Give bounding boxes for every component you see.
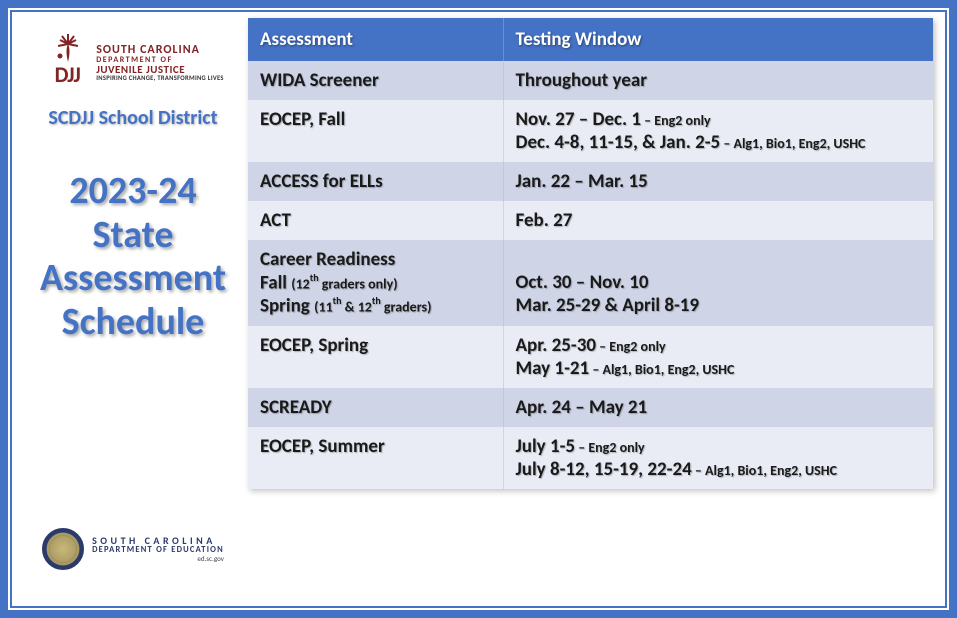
window-line: Oct. 30 – Nov. 10 bbox=[516, 271, 922, 294]
cell-window: Apr. 25-30 – Eng2 onlyMay 1-21 – Alg1, B… bbox=[503, 326, 933, 388]
cell-window: Throughout year bbox=[503, 61, 933, 100]
window-line: July 8-12, 15-19, 22-24 – Alg1, Bio1, En… bbox=[516, 458, 922, 481]
palmetto-icon: DJJ bbox=[42, 38, 92, 88]
title-line-3: Schedule bbox=[40, 301, 226, 345]
window-line: Mar. 25-29 & April 8-19 bbox=[516, 294, 922, 317]
table-row: EOCEP, Fall Nov. 27 – Dec. 1 – Eng2 onlyD… bbox=[248, 100, 933, 162]
table-row: EOCEP, Spring Apr. 25-30 – Eng2 onlyMay 1… bbox=[248, 326, 933, 388]
djj-tagline: INSPIRING CHANGE, TRANSFORMING LIVES bbox=[96, 75, 224, 82]
window-line: Feb. 27 bbox=[516, 209, 922, 232]
assessment-name-line: ACCESS for ELLs bbox=[260, 170, 491, 193]
district-label: SCDJJ School District bbox=[48, 106, 217, 130]
table-row: ACCESS for ELLs Jan. 22 – Mar. 15 bbox=[248, 162, 933, 201]
logo-doe: SOUTH CAROLINA DEPARTMENT OF EDUCATION e… bbox=[42, 528, 224, 570]
sidebar: DJJ SOUTH CAROLINA DEPARTMENT OF JUVENIL… bbox=[18, 18, 248, 600]
assessment-name-line: WIDA Screener bbox=[260, 69, 491, 92]
cell-assessment: EOCEP, Summer bbox=[248, 427, 503, 489]
doe-line3: ed.sc.gov bbox=[92, 555, 224, 562]
window-line: Throughout year bbox=[516, 69, 922, 92]
cell-window: Apr. 24 – May 21 bbox=[503, 388, 933, 427]
window-line: July 1-5 – Eng2 only bbox=[516, 435, 922, 458]
window-line: Jan. 22 – Mar. 15 bbox=[516, 170, 922, 193]
seal-icon bbox=[42, 528, 84, 570]
logo-doe-text: SOUTH CAROLINA DEPARTMENT OF EDUCATION e… bbox=[92, 536, 224, 563]
col-window: Testing Window bbox=[503, 18, 933, 61]
window-line: Apr. 24 – May 21 bbox=[516, 396, 922, 419]
page-title: 2023-24 State Assessment Schedule bbox=[40, 170, 226, 345]
assessment-name-line: Career Readiness bbox=[260, 248, 491, 271]
logo-djj: DJJ SOUTH CAROLINA DEPARTMENT OF JUVENIL… bbox=[42, 38, 224, 88]
table-header-row: Assessment Testing Window bbox=[248, 18, 933, 61]
cell-window: Feb. 27 bbox=[503, 201, 933, 240]
cell-window: July 1-5 – Eng2 onlyJuly 8-12, 15-19, 22… bbox=[503, 427, 933, 489]
cell-assessment: Career ReadinessFall (12th graders only)… bbox=[248, 240, 503, 326]
table-body: WIDA Screener Throughout year EOCEP, Fall N… bbox=[248, 61, 933, 489]
table-row: Career ReadinessFall (12th graders only)… bbox=[248, 240, 933, 326]
cell-assessment: ACCESS for ELLs bbox=[248, 162, 503, 201]
cell-window: Oct. 30 – Nov. 10Mar. 25-29 & April 8-19 bbox=[503, 240, 933, 326]
djj-mark-text: DJJ bbox=[55, 61, 80, 88]
title-line-0: 2023-24 bbox=[40, 170, 226, 214]
title-line-2: Assessment bbox=[40, 257, 226, 301]
window-line: May 1-21 – Alg1, Bio1, Eng2, USHC bbox=[516, 357, 922, 380]
cell-assessment: EOCEP, Fall bbox=[248, 100, 503, 162]
assessment-name-line: Spring (11th & 12th graders) bbox=[260, 294, 491, 317]
window-line: Apr. 25-30 – Eng2 only bbox=[516, 334, 922, 357]
table-row: EOCEP, Summer July 1-5 – Eng2 onlyJuly 8-… bbox=[248, 427, 933, 489]
page-frame: DJJ SOUTH CAROLINA DEPARTMENT OF JUVENIL… bbox=[0, 0, 957, 618]
assessment-name-line: ACT bbox=[260, 209, 491, 232]
assessment-name-line: EOCEP, Spring bbox=[260, 334, 491, 357]
title-line-1: State bbox=[40, 214, 226, 258]
window-line: Dec. 4-8, 11-15, & Jan. 2-5 – Alg1, Bio1… bbox=[516, 131, 922, 154]
window-line: Nov. 27 – Dec. 1 – Eng2 only bbox=[516, 108, 922, 131]
table-row: WIDA Screener Throughout year bbox=[248, 61, 933, 100]
assessment-name-line: EOCEP, Fall bbox=[260, 108, 491, 131]
cell-assessment: SCREADY bbox=[248, 388, 503, 427]
assessment-name-line: EOCEP, Summer bbox=[260, 435, 491, 458]
cell-window: Jan. 22 – Mar. 15 bbox=[503, 162, 933, 201]
logo-djj-text: SOUTH CAROLINA DEPARTMENT OF JUVENILE JU… bbox=[96, 44, 224, 82]
window-line bbox=[516, 248, 922, 271]
table-row: ACT Feb. 27 bbox=[248, 201, 933, 240]
table-row: SCREADY Apr. 24 – May 21 bbox=[248, 388, 933, 427]
col-assessment: Assessment bbox=[248, 18, 503, 61]
assessment-name-line: Fall (12th graders only) bbox=[260, 271, 491, 294]
assessment-table: Assessment Testing Window WIDA Screener T… bbox=[248, 18, 933, 489]
assessment-name-line: SCREADY bbox=[260, 396, 491, 419]
cell-assessment: ACT bbox=[248, 201, 503, 240]
table-wrap: Assessment Testing Window WIDA Screener T… bbox=[248, 18, 939, 600]
cell-assessment: WIDA Screener bbox=[248, 61, 503, 100]
cell-assessment: EOCEP, Spring bbox=[248, 326, 503, 388]
cell-window: Nov. 27 – Dec. 1 – Eng2 onlyDec. 4-8, 11… bbox=[503, 100, 933, 162]
